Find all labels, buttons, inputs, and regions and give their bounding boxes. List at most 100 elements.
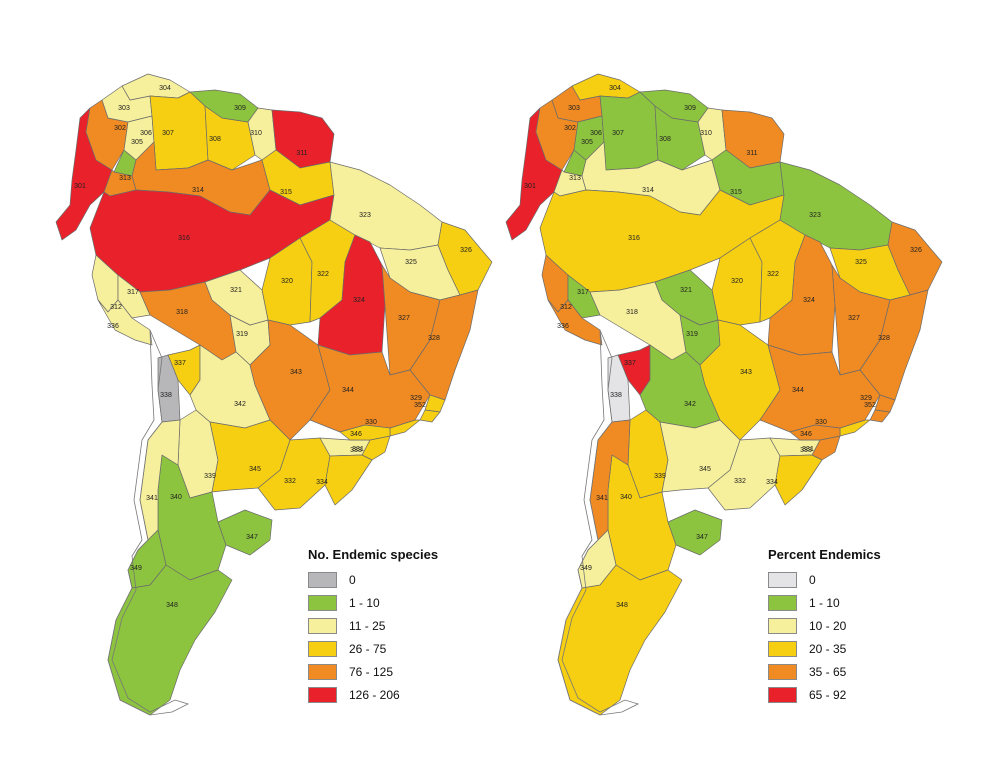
legend-title: Percent Endemics: [768, 547, 881, 562]
region-label-324: 324: [803, 297, 815, 304]
legend-swatch: [768, 571, 797, 588]
legend-title: No. Endemic species: [308, 547, 439, 562]
region-label-333: 333: [800, 447, 812, 454]
region-label-305: 305: [131, 139, 143, 146]
legend-swatch: [768, 617, 797, 634]
region-321: [204, 269, 269, 326]
region-label-320: 320: [281, 278, 293, 285]
legend-item: 1 - 10: [308, 591, 508, 614]
region-label-306: 306: [140, 130, 152, 137]
legend-swatch: [308, 617, 337, 634]
region-346: [789, 424, 841, 441]
region-label-339: 339: [204, 473, 216, 480]
region-label-352: 352: [414, 402, 426, 409]
legend-item: 126 - 206: [308, 683, 508, 706]
region-label-343: 343: [290, 369, 302, 376]
region-345: [209, 419, 291, 493]
region-label-327: 327: [398, 315, 410, 322]
region-label-307: 307: [162, 130, 174, 137]
region-347: [667, 509, 723, 556]
region-label-344: 344: [342, 387, 354, 394]
region-label-336: 336: [557, 323, 569, 330]
region-label-319: 319: [236, 331, 248, 338]
region-label-305: 305: [581, 139, 593, 146]
region-label-336: 336: [107, 323, 119, 330]
legend-item: 65 - 92: [768, 683, 968, 706]
legend-swatch: [308, 686, 337, 703]
region-label-304: 304: [159, 85, 171, 92]
chile-coast-outline: [557, 329, 640, 716]
region-label-342: 342: [684, 401, 696, 408]
region-label-329: 329: [860, 395, 872, 402]
region-334: [774, 454, 823, 506]
region-label-348: 348: [616, 602, 628, 609]
region-label-331: 331: [352, 446, 364, 453]
region-348: [557, 564, 683, 716]
region-label-315: 315: [280, 189, 292, 196]
region-label-324: 324: [353, 297, 365, 304]
legend-swatch: [308, 663, 337, 680]
legend-swatch: [768, 640, 797, 657]
region-label-303: 303: [568, 105, 580, 112]
region-347: [217, 509, 273, 556]
region-label-345: 345: [249, 466, 261, 473]
legend-percent-endemics: Percent Endemics 0 1 - 10 10 - 20 20 - 3…: [768, 547, 968, 706]
region-labels: 301 302 303 304 305 306 307 308 309 310 311 312 313 3…: [74, 85, 472, 609]
region-label-334: 334: [316, 479, 328, 486]
region-label-328: 328: [428, 335, 440, 342]
region-label-333: 333: [350, 447, 362, 454]
region-label-321: 321: [230, 287, 242, 294]
region-label-323: 323: [359, 212, 371, 219]
legend-item: 1 - 10: [768, 591, 968, 614]
legend-item: 35 - 65: [768, 660, 968, 683]
region-345: [659, 419, 741, 493]
legend-label: 1 - 10: [349, 595, 380, 610]
region-333: [319, 437, 371, 457]
region-label-340: 340: [170, 494, 182, 501]
region-label-310: 310: [250, 130, 262, 137]
region-352: [419, 409, 441, 423]
region-label-309: 309: [234, 105, 246, 112]
region-labels: 301 302 303 304 305 306 307 308 309 310 311 312 313 3…: [524, 85, 922, 609]
region-label-317: 317: [577, 289, 589, 296]
region-328: [409, 289, 479, 401]
region-317: [567, 274, 601, 319]
legend-item: 26 - 75: [308, 637, 508, 660]
legend-label: 76 - 125: [349, 664, 394, 679]
legend-item: 11 - 25: [308, 614, 508, 637]
regions: [505, 73, 943, 716]
region-307: [599, 91, 659, 171]
legend-swatch: [308, 594, 337, 611]
region-label-338: 338: [160, 392, 172, 399]
region-label-316: 316: [178, 235, 190, 242]
region-label-307: 307: [612, 130, 624, 137]
map-endemic-species: 301 302 303 304 305 306 307 308 309 310 311 312 313 3…: [55, 73, 493, 716]
region-333: [769, 437, 821, 457]
region-label-338: 338: [610, 392, 622, 399]
legend-swatch: [308, 571, 337, 588]
legend-endemic-species: No. Endemic species 0 1 - 10 11 - 25 26 …: [308, 547, 508, 706]
region-label-348: 348: [166, 602, 178, 609]
region-label-330: 330: [815, 419, 827, 426]
region-label-311: 311: [296, 150, 307, 157]
legend-item: 10 - 20: [768, 614, 968, 637]
region-label-322: 322: [317, 271, 329, 278]
region-label-334: 334: [766, 479, 778, 486]
region-label-303: 303: [118, 105, 130, 112]
region-label-349: 349: [580, 565, 592, 572]
region-label-308: 308: [659, 136, 671, 143]
region-label-321: 321: [680, 287, 692, 294]
region-label-329: 329: [410, 395, 422, 402]
legend-label: 26 - 75: [349, 641, 387, 656]
region-346: [339, 424, 391, 441]
region-label-302: 302: [564, 125, 576, 132]
legend-label: 0: [349, 572, 356, 587]
region-label-330: 330: [365, 419, 377, 426]
region-307: [149, 91, 209, 171]
region-334: [324, 454, 373, 506]
chile-coast-outline: [107, 329, 190, 716]
legend-label: 0: [809, 572, 816, 587]
region-label-342: 342: [234, 401, 246, 408]
region-label-337: 337: [624, 360, 636, 367]
region-label-341: 341: [596, 495, 608, 502]
